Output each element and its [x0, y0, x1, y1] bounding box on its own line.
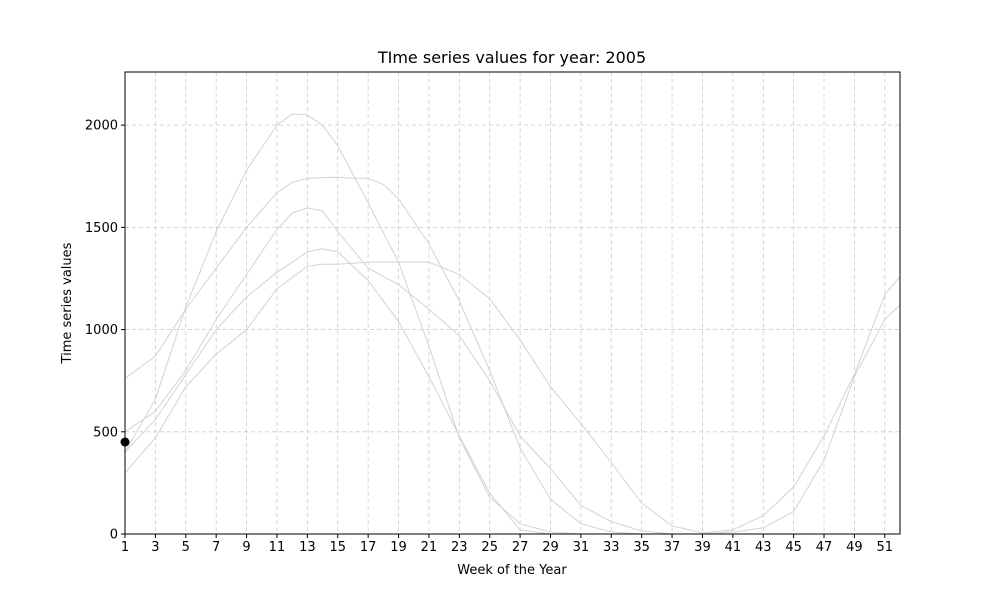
series-line-4: [124, 261, 901, 534]
x-tick-label: 23: [451, 540, 468, 555]
x-tick-label: 21: [421, 540, 438, 555]
chart-title: TIme series values for year: 2005: [377, 48, 646, 67]
x-axis-label: Week of the Year: [457, 563, 567, 578]
y-axis-ticks: 0 500 1000 1500 2000: [85, 119, 125, 543]
y-tick-label: 1500: [85, 221, 118, 236]
x-tick-label: 41: [725, 540, 742, 555]
x-tick-label: 15: [329, 540, 346, 555]
plot-frame: [124, 71, 901, 535]
x-tick-label: 7: [212, 540, 220, 555]
grid: [124, 72, 900, 535]
x-tick-label: 43: [755, 540, 772, 555]
x-tick-label: 11: [269, 540, 286, 555]
x-tick-label: 35: [633, 540, 650, 555]
x-tick-label: 39: [694, 540, 711, 555]
x-tick-label: 37: [664, 540, 681, 555]
y-tick-label: 1000: [85, 323, 118, 338]
x-tick-label: 29: [542, 540, 559, 555]
y-tick-label: 0: [110, 528, 118, 543]
x-tick-label: 45: [785, 540, 802, 555]
x-axis-ticks: 1 3 5 7 9 11 13 15 17 19 21 23 25 27 29 31 33 35 37 39 41 43 4…: [121, 534, 893, 555]
y-tick-label: 2000: [85, 119, 118, 134]
series-line-1: [124, 113, 900, 535]
series-line-2: [124, 176, 900, 535]
series-line-3: [124, 207, 900, 535]
x-tick-label: 33: [603, 540, 620, 555]
y-axis-label: Time series values: [60, 242, 75, 364]
x-tick-label: 25: [481, 540, 498, 555]
x-tick-label: 17: [360, 540, 377, 555]
x-tick-label: 19: [390, 540, 407, 555]
x-tick-label: 1: [121, 540, 129, 555]
x-tick-label: 3: [151, 540, 159, 555]
x-tick-label: 5: [182, 540, 190, 555]
x-tick-label: 27: [512, 540, 529, 555]
series-line-5: [124, 248, 901, 535]
y-tick-label: 500: [93, 425, 118, 440]
x-tick-label: 47: [816, 540, 833, 555]
x-tick-label: 9: [242, 540, 250, 555]
series-group: [124, 113, 901, 535]
x-tick-label: 49: [846, 540, 863, 555]
x-tick-label: 31: [573, 540, 590, 555]
x-tick-label: 51: [877, 540, 894, 555]
x-tick-label: 13: [299, 540, 316, 555]
